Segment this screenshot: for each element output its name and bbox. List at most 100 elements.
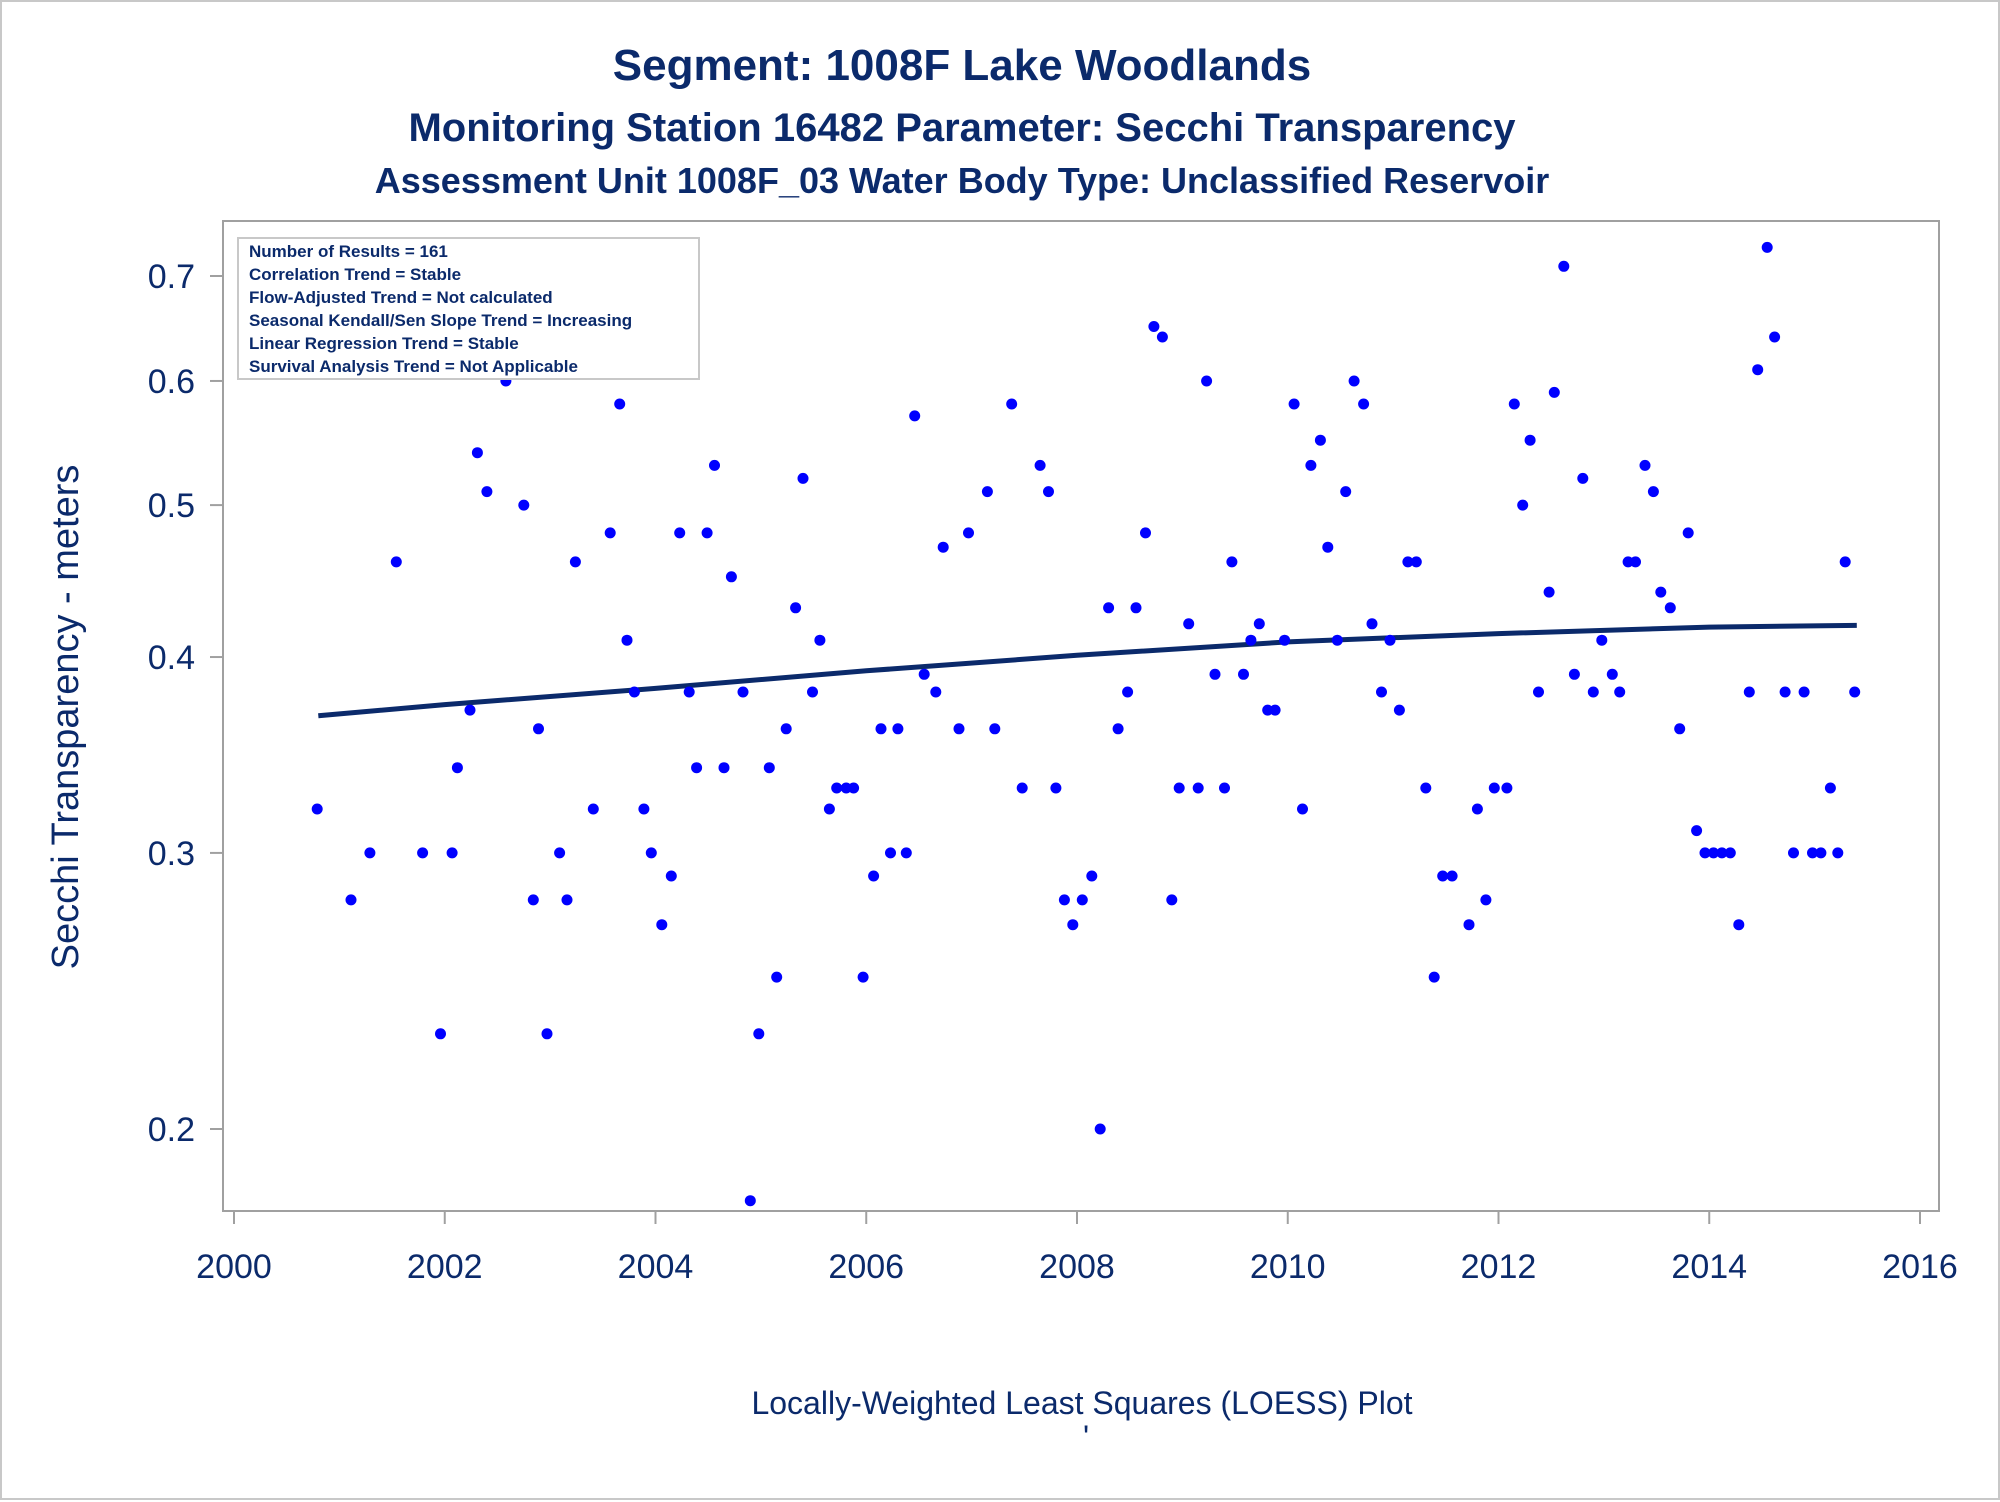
data-point xyxy=(1156,331,1168,343)
data-point xyxy=(1568,668,1580,680)
data-point xyxy=(1501,782,1513,794)
y-tick-label: 0.4 xyxy=(148,639,195,677)
data-point xyxy=(1058,894,1070,906)
data-point xyxy=(823,803,835,815)
data-point xyxy=(963,527,974,539)
data-point xyxy=(1428,971,1440,983)
data-point xyxy=(718,762,730,774)
data-point xyxy=(981,486,993,498)
data-point xyxy=(1410,556,1422,568)
data-point xyxy=(645,847,657,859)
data-point xyxy=(1366,618,1378,630)
data-point xyxy=(518,499,530,511)
data-point xyxy=(1269,704,1281,716)
data-point xyxy=(1471,803,1483,815)
data-point xyxy=(1376,686,1387,698)
data-point xyxy=(621,634,633,646)
data-point xyxy=(1798,686,1810,698)
data-point xyxy=(1533,686,1544,698)
data-point xyxy=(909,410,921,422)
data-point xyxy=(875,723,887,735)
data-point xyxy=(614,398,626,410)
x-tick-label: 2004 xyxy=(618,1248,694,1286)
data-point xyxy=(1086,870,1098,882)
data-point xyxy=(1480,894,1492,906)
data-point xyxy=(364,847,376,859)
x-tick-label: 2006 xyxy=(828,1248,904,1286)
data-point xyxy=(1761,241,1773,253)
data-point xyxy=(763,762,775,774)
data-point xyxy=(790,602,802,614)
data-point xyxy=(701,527,713,539)
data-point xyxy=(345,894,357,906)
inset-seasonal-kendall-trend: Seasonal Kendall/Sen Slope Trend = Incre… xyxy=(249,311,632,330)
inset-number-of-results: Number of Results = 161 xyxy=(249,242,448,261)
data-point xyxy=(554,847,566,859)
data-point xyxy=(1463,919,1475,931)
x-tick-label: 2016 xyxy=(1882,1248,1958,1286)
data-point xyxy=(1788,847,1799,859)
data-point xyxy=(1384,634,1396,646)
data-point xyxy=(1201,375,1213,387)
data-point xyxy=(1682,527,1694,539)
data-point xyxy=(1517,499,1529,511)
data-point xyxy=(451,762,463,774)
data-point xyxy=(1733,919,1745,931)
data-point xyxy=(1173,782,1185,794)
data-point xyxy=(533,723,544,735)
data-point xyxy=(527,894,539,906)
data-point xyxy=(1524,434,1536,446)
data-point xyxy=(1305,459,1317,471)
data-point xyxy=(1614,686,1626,698)
data-point xyxy=(1393,704,1405,716)
data-point xyxy=(1238,668,1249,680)
data-point xyxy=(1769,331,1781,343)
data-point xyxy=(1122,686,1134,698)
data-point xyxy=(807,686,818,698)
data-point xyxy=(1034,459,1046,471)
data-point xyxy=(1699,847,1711,859)
data-point xyxy=(989,723,1001,735)
footnote-mark: ' xyxy=(1083,1419,1089,1455)
data-point xyxy=(780,723,792,735)
data-point xyxy=(797,472,809,484)
data-point xyxy=(937,541,949,553)
data-point xyxy=(1548,386,1560,398)
data-point xyxy=(1655,586,1667,598)
data-point xyxy=(1664,602,1676,614)
data-point xyxy=(1140,527,1151,539)
data-point xyxy=(311,803,323,815)
x-tick-label: 2000 xyxy=(196,1248,272,1286)
stats-inset: Number of Results = 161 Correlation Tren… xyxy=(237,237,700,380)
data-point xyxy=(1279,634,1291,646)
x-axis: 2000 2002 2004 2006 2008 2010 2012 2014 2016 xyxy=(196,1210,1958,1286)
data-point xyxy=(1716,847,1728,859)
y-tick-label: 0.7 xyxy=(148,258,195,296)
data-point xyxy=(1331,634,1343,646)
data-point xyxy=(1322,541,1334,553)
data-point xyxy=(848,782,860,794)
data-point xyxy=(656,919,668,931)
data-point xyxy=(1752,364,1764,376)
data-point xyxy=(1183,618,1195,630)
data-point xyxy=(1402,556,1414,568)
data-point xyxy=(471,447,483,459)
points-layer xyxy=(311,241,1861,1207)
data-point xyxy=(1508,398,1520,410)
data-point xyxy=(1606,668,1618,680)
data-point xyxy=(1587,686,1599,698)
data-point xyxy=(744,1195,756,1207)
data-point xyxy=(587,803,599,815)
data-point xyxy=(900,847,912,859)
y-tick-label: 0.2 xyxy=(148,1111,195,1149)
inset-linear-regression-trend: Linear Regression Trend = Stable xyxy=(249,334,519,353)
data-point xyxy=(737,686,749,698)
data-point xyxy=(569,556,581,568)
data-point xyxy=(435,1028,446,1040)
data-point xyxy=(1358,398,1370,410)
trend-layer xyxy=(318,622,1857,719)
data-point xyxy=(1148,321,1160,332)
data-point xyxy=(1558,260,1570,272)
data-point xyxy=(1815,847,1827,859)
